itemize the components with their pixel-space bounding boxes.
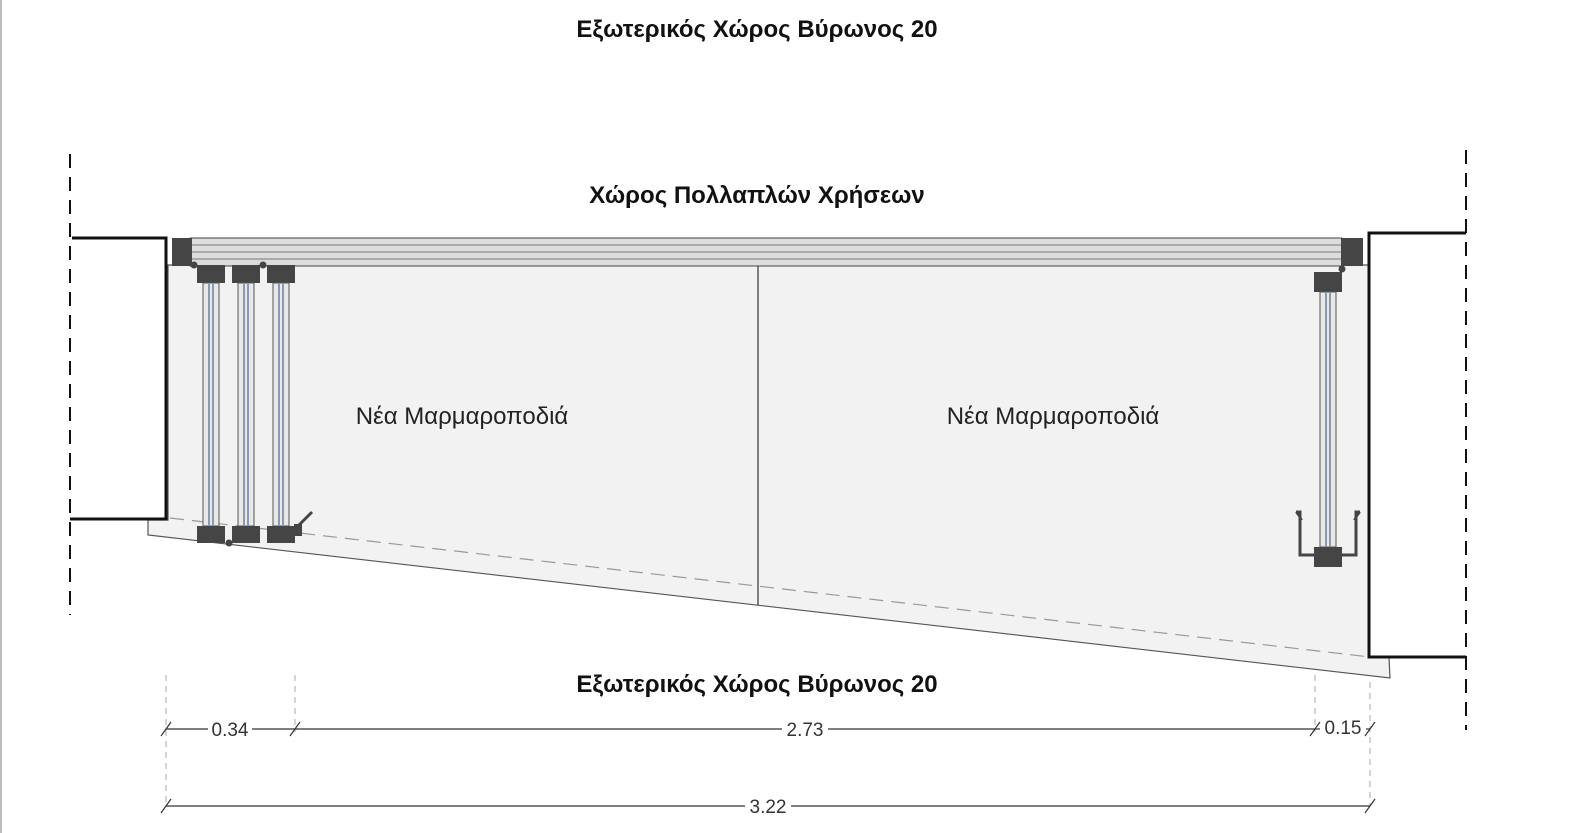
dimension-right-label: 0.15 <box>1325 718 1362 739</box>
dimension-left-label: 0.34 <box>212 720 249 741</box>
folding-panel <box>232 265 260 543</box>
door-handle-icon <box>1295 510 1361 557</box>
folding-panel <box>197 265 225 543</box>
upper-room-label: Χώρος Πολλαπλών Χρήσεων <box>589 182 925 209</box>
left-folding-panels <box>197 261 314 547</box>
right-panel <box>1295 272 1361 567</box>
top-title: Εξωτερικός Χώρος Βύρωνος 20 <box>576 16 937 43</box>
floor-slab <box>147 264 1391 679</box>
right-area-label: Νέα Μαρμαροποδιά <box>947 403 1160 430</box>
bottom-title: Εξωτερικός Χώρος Βύρωνος 20 <box>576 671 937 698</box>
dimension-left: 0.34 <box>160 720 301 741</box>
extension-lines <box>165 675 1371 805</box>
left-area-label: Νέα Μαρμαροποδιά <box>356 403 569 430</box>
folding-panel <box>267 265 295 543</box>
dimension-middle: 2.73 <box>295 720 1321 741</box>
door-handle-icon <box>294 510 314 536</box>
dimension-total-label: 3.22 <box>750 797 787 818</box>
left-wall <box>70 236 168 521</box>
dashed-edge <box>169 517 1371 658</box>
dimension-right: 0.15 <box>1315 718 1376 739</box>
dimension-middle-label: 2.73 <box>787 720 824 741</box>
top-rail <box>172 237 1363 273</box>
right-wall <box>1367 231 1466 659</box>
dimension-total: 3.22 <box>160 797 1376 818</box>
